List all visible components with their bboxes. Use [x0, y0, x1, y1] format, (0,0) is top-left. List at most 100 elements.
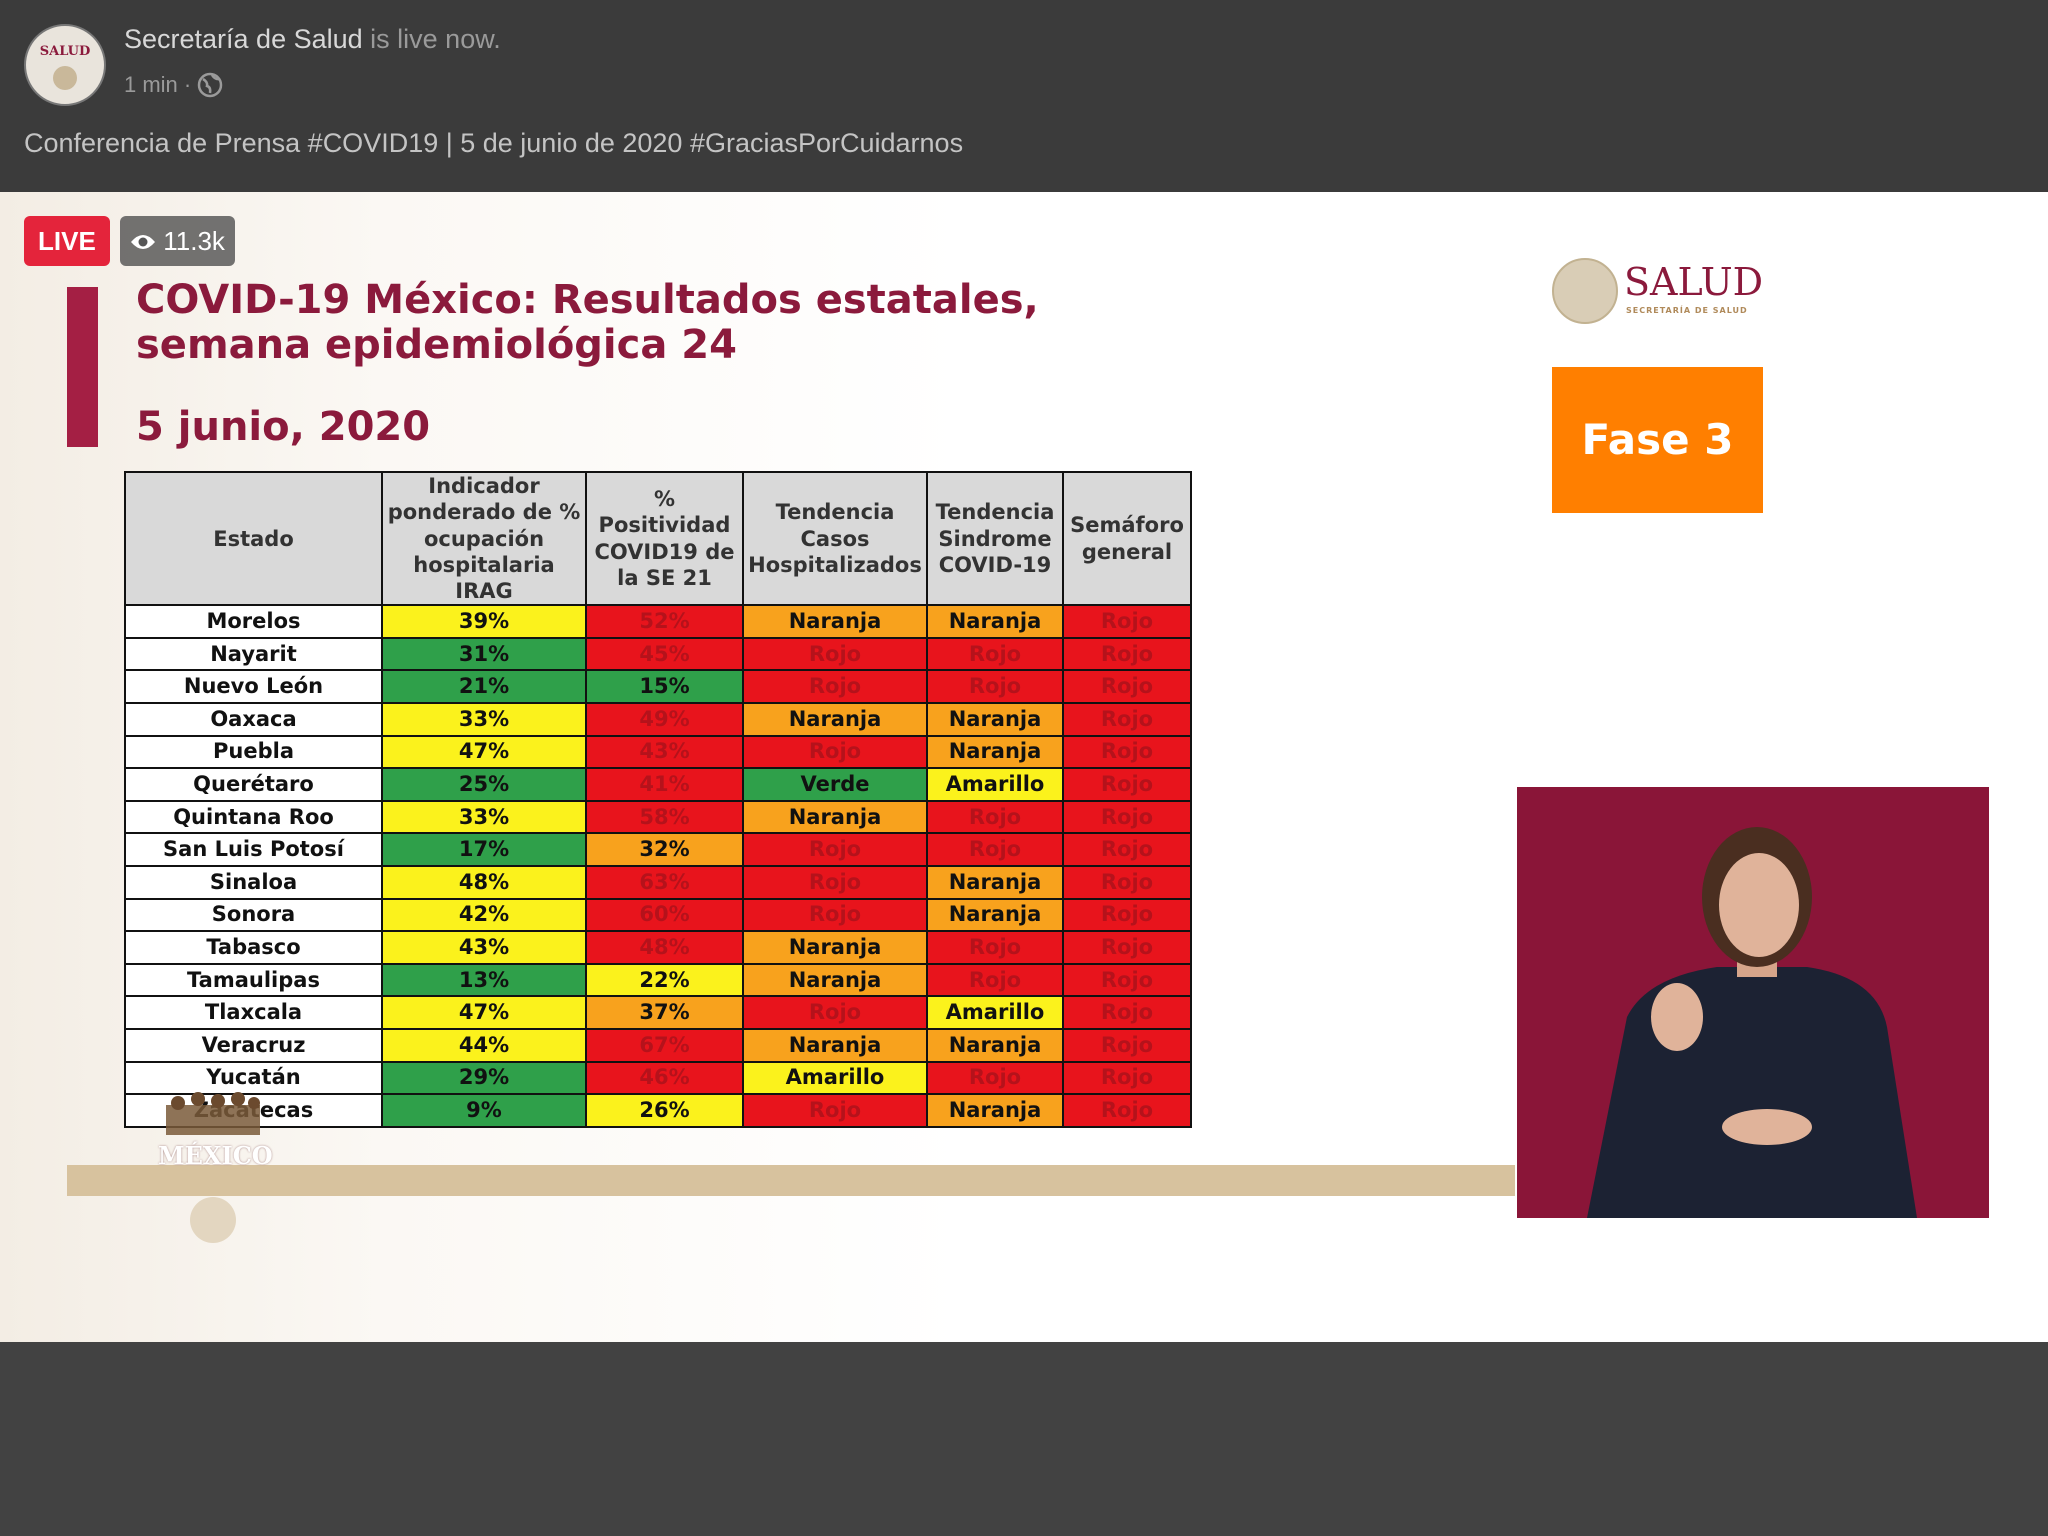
column-header: Tendencia Sindrome COVID-19 [926, 470, 1064, 607]
page-name[interactable]: Secretaría de Salud [124, 24, 363, 54]
indicator-cell: Rojo [742, 865, 928, 900]
indicator-cell: Rojo [926, 1060, 1064, 1096]
indicator-cell: Rojo [742, 832, 928, 867]
indicator-cell: Rojo [742, 1093, 928, 1128]
meta-line: 1 min · [124, 72, 223, 98]
indicator-cell: Rojo [1062, 702, 1192, 737]
state-cell: Sinaloa [124, 865, 383, 900]
indicator-cell: Rojo [742, 636, 928, 672]
indicator-cell: Rojo [1062, 930, 1192, 965]
table-row: San Luis Potosí 17% 32% Rojo Rojo Rojo [124, 832, 1192, 867]
indicator-cell: 49% [585, 702, 744, 737]
table-row: Morelos 39% 52% Naranja Naranja Rojo [124, 604, 1192, 639]
indicator-cell: 41% [585, 767, 744, 802]
viewer-badge: 11.3k [120, 216, 235, 266]
indicator-cell: Naranja [926, 702, 1064, 737]
slide-footer-band [67, 1165, 1515, 1196]
salud-logo-title: SALUD [1624, 260, 1764, 304]
footer-emblem [190, 1197, 236, 1243]
indicator-cell: 15% [585, 669, 744, 705]
indicator-cell: 52% [585, 604, 744, 639]
state-cell: Veracruz [124, 1027, 383, 1063]
interpreter-video [1517, 787, 1989, 1218]
state-cell: Morelos [124, 604, 383, 639]
indicator-cell: Naranja [926, 897, 1064, 933]
indicator-cell: Rojo [926, 930, 1064, 965]
column-header: Tendencia Casos Hospitalizados [742, 470, 928, 607]
state-cell: Querétaro [124, 767, 383, 802]
indicator-cell: Naranja [926, 734, 1064, 770]
indicator-cell: Rojo [1062, 669, 1192, 705]
indicator-cell: Naranja [742, 702, 928, 737]
table-row: Nayarit 31% 45% Rojo Rojo Rojo [124, 636, 1192, 672]
table-row: Nuevo León 21% 15% Rojo Rojo Rojo [124, 669, 1192, 705]
indicator-cell: Rojo [1062, 767, 1192, 802]
indicator-cell: 26% [585, 1093, 744, 1128]
indicator-cell: 63% [585, 865, 744, 900]
footer-logo: MÉXICO [158, 1087, 273, 1177]
indicator-cell: Naranja [926, 1093, 1064, 1128]
salud-emblem [1552, 258, 1618, 324]
indicator-cell: 31% [381, 636, 587, 672]
indicator-cell: Naranja [926, 1027, 1064, 1063]
indicator-cell: Rojo [926, 669, 1064, 705]
indicator-cell: 48% [585, 930, 744, 965]
indicator-cell: 17% [381, 832, 587, 867]
indicator-cell: Naranja [926, 865, 1064, 900]
indicator-cell: Rojo [1062, 1027, 1192, 1063]
live-badge: LIVE [24, 216, 110, 266]
indicator-cell: 42% [381, 897, 587, 933]
indicator-cell: Rojo [926, 799, 1064, 835]
state-cell: Nayarit [124, 636, 383, 672]
indicator-cell: 33% [381, 702, 587, 737]
indicator-cell: Rojo [1062, 734, 1192, 770]
interpreter-figure [1587, 827, 1917, 1218]
indicator-cell: Rojo [1062, 962, 1192, 998]
indicator-cell: 67% [585, 1027, 744, 1063]
title-accent-bar [67, 287, 98, 447]
column-header: Semáforo general [1062, 470, 1192, 607]
video-frame[interactable]: LIVE 11.3k COVID-19 México: Resultados e… [0, 192, 2048, 1342]
table-row: Tabasco 43% 48% Naranja Rojo Rojo [124, 930, 1192, 965]
indicator-cell: 21% [381, 669, 587, 705]
live-status: is live now. [370, 24, 501, 54]
post-time[interactable]: 1 min [124, 72, 178, 97]
state-cell: Tabasco [124, 930, 383, 965]
salud-logo-subtitle: SECRETARÍA DE SALUD [1626, 306, 1748, 315]
indicator-cell: Amarillo [926, 767, 1064, 802]
indicator-cell: 43% [585, 734, 744, 770]
indicator-cell: 46% [585, 1060, 744, 1096]
state-cell: Tlaxcala [124, 995, 383, 1030]
globe-icon [198, 72, 223, 98]
indicator-cell: 32% [585, 832, 744, 867]
column-header: % Positividad COVID19 de la SE 21 [585, 470, 744, 607]
indicator-cell: Rojo [742, 995, 928, 1030]
indicator-cell: 33% [381, 799, 587, 835]
eye-icon [131, 235, 155, 249]
state-cell: Tamaulipas [124, 962, 383, 998]
state-cell: Nuevo León [124, 669, 383, 705]
video-controls-area [0, 1342, 2048, 1536]
table-row: Sinaloa 48% 63% Rojo Naranja Rojo [124, 865, 1192, 900]
indicator-cell: 44% [381, 1027, 587, 1063]
slide-date: 5 junio, 2020 [136, 404, 431, 450]
avatar[interactable]: SALUD [24, 24, 106, 106]
separator: · [183, 72, 192, 97]
indicator-cell: Rojo [1062, 799, 1192, 835]
indicator-cell: Naranja [742, 1027, 928, 1063]
table-row: Tlaxcala 47% 37% Rojo Amarillo Rojo [124, 995, 1192, 1030]
indicator-cell: 45% [585, 636, 744, 672]
state-cell: Sonora [124, 897, 383, 933]
indicator-cell: Rojo [1062, 995, 1192, 1030]
footer-logo-text: MÉXICO [158, 1141, 273, 1170]
indicator-cell: 58% [585, 799, 744, 835]
indicator-cell: 13% [381, 962, 587, 998]
indicator-cell: Amarillo [926, 995, 1064, 1030]
indicator-cell: 9% [381, 1093, 587, 1128]
table-row: Veracruz 44% 67% Naranja Naranja Rojo [124, 1027, 1192, 1063]
table-row: Tamaulipas 13% 22% Naranja Rojo Rojo [124, 962, 1192, 998]
avatar-emblem [53, 66, 77, 90]
column-header: Estado [124, 470, 383, 607]
